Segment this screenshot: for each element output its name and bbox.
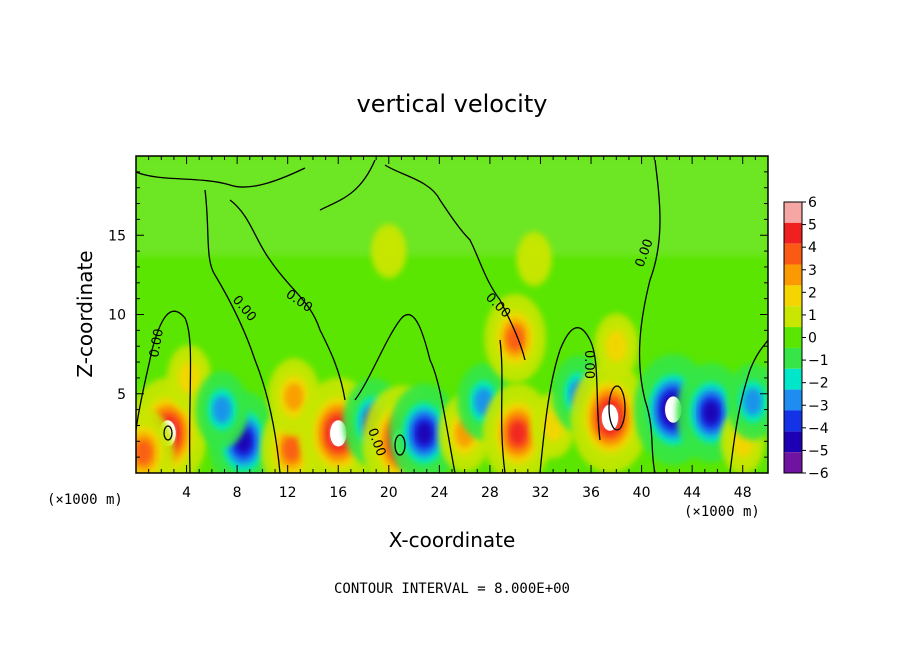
colorbar-swatch [784, 306, 802, 328]
colorbar-label: 3 [808, 263, 817, 279]
contour-ring-left [163, 425, 173, 441]
velocity-level-ring [282, 436, 301, 462]
y-tick-label: 10 [108, 308, 126, 324]
colorbar-label: 1 [808, 308, 817, 324]
colorbar: 6 5 4 3 2 1 0 −1 −2 −3 −4 −5 −6 [783, 195, 829, 482]
colorbar-label: 6 [808, 195, 817, 211]
velocity-cell-updraft [370, 223, 407, 279]
velocity-cell-updraft [484, 293, 546, 383]
zero-contour-center [384, 164, 526, 361]
zero-contour-cell-2 [204, 189, 281, 473]
colorbar-swatch [784, 202, 802, 223]
x-tick-label: 32 [532, 485, 550, 501]
zero-contour-top-left [136, 167, 306, 188]
x-tick-label: 24 [430, 485, 448, 501]
zero-contours [136, 159, 768, 473]
velocity-level-ring [136, 440, 153, 465]
x-tick-label: 12 [279, 485, 297, 501]
y-tick-label: 5 [117, 387, 126, 403]
colorbar-swatch [784, 410, 802, 432]
x-tick-label: 44 [683, 485, 701, 501]
upper-field-tint [136, 156, 768, 256]
zero-contour-far-right [729, 339, 768, 473]
colorbar-label: −1 [808, 353, 829, 369]
zero-contour-cell-1 [136, 310, 192, 473]
x-axis-label: X-coordinate [389, 528, 516, 552]
colorbar-label: −4 [808, 421, 829, 437]
x-tick-label: 48 [734, 485, 752, 501]
colorbar-label: 5 [808, 218, 817, 234]
velocity-level-ring [212, 396, 232, 424]
zero-contour-mid [229, 199, 346, 401]
x-tick-label: 28 [481, 485, 499, 501]
velocity-cell-updraft [594, 313, 639, 380]
velocity-cell-updraft [482, 383, 553, 473]
colorbar-label: 2 [808, 285, 817, 301]
colorbar-swatch [784, 285, 802, 307]
x-tick-label: 4 [182, 485, 191, 501]
velocity-level-ring [743, 388, 763, 416]
colorbar-label: 4 [808, 240, 817, 256]
x-tick-label: 36 [582, 485, 600, 501]
velocity-cell-downdraft [726, 363, 768, 441]
velocity-peak-core [330, 420, 347, 447]
y-tick-label: 15 [108, 228, 126, 244]
contour-label: 0.00 [147, 328, 167, 359]
zero-contour-cell-5 [539, 327, 601, 473]
velocity-cell-updraft [516, 231, 552, 287]
contour-ring-center [394, 434, 406, 456]
x-tick-label: 40 [633, 485, 651, 501]
colorbar-label: 0 [808, 331, 817, 347]
colorbar-label: −6 [808, 466, 829, 482]
velocity-level-ring [509, 421, 526, 445]
y-axis: 5 10 15 [108, 171, 768, 458]
x-axis-unit: (×1000 m) [684, 504, 760, 520]
zero-contour-cell-3 [354, 313, 456, 473]
zero-contour-cell-4 [499, 339, 506, 473]
velocity-level-ring [416, 421, 433, 445]
velocity-level-ring [375, 230, 402, 272]
zero-contour-right [638, 159, 661, 473]
velocity-level-ring [605, 330, 627, 362]
x-tick-label: 8 [233, 485, 242, 501]
colorbar-swatch [784, 222, 802, 244]
velocity-cell-downdraft [195, 370, 249, 449]
x-tick-label: 16 [329, 485, 347, 501]
contour-label: 0.00 [581, 350, 596, 379]
velocity-level-ring [520, 238, 548, 280]
colorbar-swatch [784, 243, 802, 265]
x-tick-label: 20 [380, 485, 398, 501]
colorbar-swatch [784, 264, 802, 286]
velocity-level-ring [284, 383, 304, 411]
velocity-level-ring [506, 325, 524, 351]
colorbar-label: −2 [808, 376, 829, 392]
colorbar-swatch [784, 347, 802, 369]
colorbar-swatch [784, 327, 802, 348]
plot-area: 0.00 0.00 0.00 0.00 0.00 0.00 0.00 [136, 156, 768, 473]
colorbar-label: −3 [808, 398, 829, 414]
contour-interval-note: CONTOUR INTERVAL = 8.000E+00 [334, 581, 570, 597]
velocity-level-ring [703, 401, 720, 425]
x-axis: 4 8 12 16 20 24 28 32 36 40 44 48 [148, 156, 756, 501]
contour-ring-updraft [608, 385, 626, 431]
zero-contour-upper [319, 159, 376, 211]
colorbar-swatch [784, 452, 802, 473]
colorbar-label: −5 [808, 443, 829, 459]
colorbar-swatch [784, 368, 802, 390]
y-axis-label: Z-coordinate [73, 250, 97, 377]
velocity-level-ring [178, 362, 200, 394]
velocity-cell-updraft [136, 408, 175, 473]
chart-title: vertical velocity [357, 90, 548, 118]
y-axis-unit: (×1000 m) [47, 492, 123, 508]
colorbar-swatch [784, 431, 802, 453]
colorbar-swatch [784, 389, 802, 411]
